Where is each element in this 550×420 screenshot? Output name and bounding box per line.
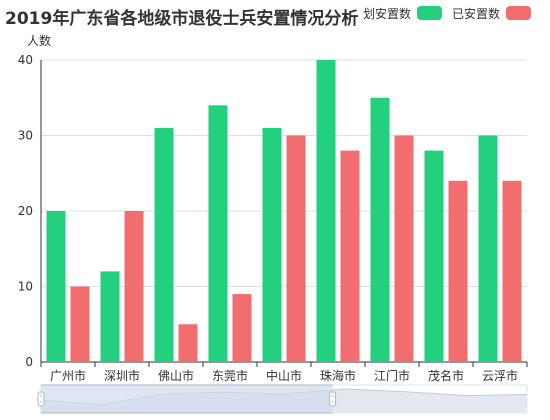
y-tick-label-0: 0 — [25, 355, 33, 369]
x-tick-label-2: 佛山市 — [158, 368, 194, 383]
legend-item-planned[interactable]: 划安置数 — [363, 5, 443, 22]
legend: 划安置数 已安置数 — [363, 4, 541, 22]
x-tick-label-5: 珠海市 — [320, 368, 356, 383]
bar-planned-7[interactable] — [424, 150, 444, 362]
datazoom-window[interactable] — [41, 385, 333, 413]
bar-placed-1[interactable] — [124, 211, 144, 362]
bar-planned-5[interactable] — [316, 60, 336, 362]
x-tick-label-1: 深圳市 — [104, 368, 140, 383]
x-tick-label-7: 茂名市 — [428, 368, 464, 383]
bar-planned-1[interactable] — [100, 271, 120, 362]
y-tick-label-1: 10 — [18, 280, 33, 294]
bar-placed-7[interactable] — [448, 180, 468, 362]
y-tick-label-2: 20 — [18, 204, 33, 218]
datazoom-handle-right[interactable] — [329, 391, 337, 407]
x-tick-label-0: 广州市 — [50, 368, 86, 383]
x-tick-label-8: 云浮市 — [482, 368, 518, 383]
legend-swatch-planned — [417, 6, 443, 20]
legend-label-planned: 划安置数 — [363, 6, 412, 21]
x-tick-label-4: 中山市 — [266, 368, 302, 383]
bar-placed-5[interactable] — [340, 150, 360, 362]
bar-placed-4[interactable] — [286, 135, 306, 363]
bar-planned-4[interactable] — [262, 127, 282, 362]
chart-title: 2019年广东省各地级市退役士兵安置情况分析 — [5, 9, 359, 29]
bar-placed-2[interactable] — [178, 324, 198, 362]
y-tick-label-3: 30 — [18, 129, 33, 143]
legend-label-placed: 已安置数 — [452, 6, 501, 21]
datazoom-handle-left[interactable] — [37, 391, 45, 407]
x-tick-label-6: 江门市 — [374, 368, 410, 383]
x-tick-label-3: 东莞市 — [212, 368, 248, 383]
y-axis-label: 人数 — [27, 34, 52, 48]
y-tick-label-4: 40 — [18, 53, 33, 67]
bar-planned-2[interactable] — [154, 127, 174, 362]
bar-planned-8[interactable] — [478, 135, 498, 363]
bar-placed-0[interactable] — [70, 286, 90, 363]
bar-placed-3[interactable] — [232, 294, 252, 362]
bar-planned-0[interactable] — [46, 211, 66, 362]
legend-item-placed[interactable]: 已安置数 — [452, 5, 532, 22]
bar-placed-8[interactable] — [502, 180, 522, 362]
legend-swatch-placed — [506, 6, 532, 20]
bar-placed-6[interactable] — [394, 135, 414, 363]
bar-planned-3[interactable] — [208, 105, 228, 363]
bar-planned-6[interactable] — [370, 97, 390, 362]
